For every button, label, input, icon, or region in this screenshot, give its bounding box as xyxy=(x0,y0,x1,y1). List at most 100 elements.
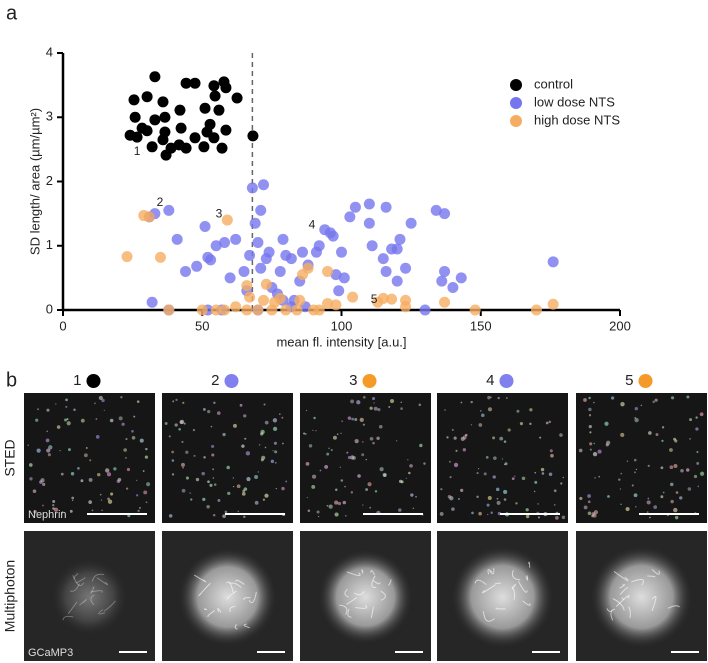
point xyxy=(380,265,392,277)
image-speck xyxy=(562,476,565,479)
image-speck xyxy=(46,430,49,433)
capillary xyxy=(651,568,660,575)
image-speck xyxy=(503,489,508,495)
image-speck xyxy=(525,514,530,519)
capillary xyxy=(234,624,238,630)
image-speck xyxy=(85,447,88,449)
capillary xyxy=(522,600,531,606)
image-speck xyxy=(354,418,358,421)
image-speck xyxy=(525,508,529,512)
image-speck xyxy=(61,511,64,514)
image-speck xyxy=(376,436,380,441)
image-speck xyxy=(649,516,651,519)
image-speck xyxy=(145,447,148,451)
image-speck xyxy=(330,448,333,452)
capillary xyxy=(371,575,377,588)
image-speck xyxy=(675,491,679,494)
capillary xyxy=(90,594,95,606)
image-speck xyxy=(537,516,541,519)
image-speck xyxy=(660,495,664,499)
image-speck xyxy=(356,400,361,405)
image-speck xyxy=(548,472,553,477)
image-speck xyxy=(589,442,593,446)
image-speck xyxy=(620,503,622,506)
image-speck xyxy=(174,423,178,427)
image-speck xyxy=(311,484,316,489)
legend-marker xyxy=(510,97,522,109)
image-speck xyxy=(107,499,113,504)
image-speck xyxy=(662,491,665,494)
image-speck xyxy=(189,492,191,494)
image-speck xyxy=(144,455,149,459)
capillary xyxy=(339,604,348,615)
image-speck xyxy=(345,515,347,517)
point xyxy=(149,71,161,83)
capillary xyxy=(482,611,495,622)
point xyxy=(338,272,350,284)
point xyxy=(294,294,306,306)
image-speck xyxy=(175,398,178,402)
image-speck xyxy=(183,422,186,425)
image-speck xyxy=(587,494,591,498)
image-speck xyxy=(116,479,121,484)
capillary xyxy=(103,600,116,612)
image-speck xyxy=(400,407,403,410)
point xyxy=(128,94,140,106)
point xyxy=(210,240,222,252)
point xyxy=(201,126,213,138)
point xyxy=(430,204,442,216)
image-speck xyxy=(319,469,322,472)
image-speck xyxy=(444,409,446,411)
point xyxy=(247,130,259,142)
image-speck xyxy=(534,471,537,474)
image-speck xyxy=(254,475,259,480)
capillary xyxy=(495,607,506,610)
point xyxy=(260,278,272,290)
image-speck xyxy=(490,511,493,515)
point xyxy=(199,220,211,232)
column-marker xyxy=(638,374,653,388)
image-speck xyxy=(313,416,316,420)
image-speck xyxy=(457,497,460,501)
capillary xyxy=(73,573,79,580)
image-speck xyxy=(587,500,591,504)
capillary xyxy=(387,579,392,586)
glomerulus xyxy=(450,545,555,649)
image-speck xyxy=(334,512,339,517)
capillary xyxy=(482,584,496,594)
image-speck xyxy=(451,507,455,511)
point xyxy=(363,217,375,229)
image-speck xyxy=(59,450,61,452)
image-speck xyxy=(365,458,368,461)
image-speck xyxy=(640,404,643,407)
image-speck xyxy=(29,477,33,481)
capillary xyxy=(226,590,237,600)
image-speck xyxy=(206,505,210,509)
image-speck xyxy=(478,423,483,427)
point xyxy=(216,142,228,154)
image-speck xyxy=(179,420,184,425)
image-speck xyxy=(347,455,352,460)
capillary xyxy=(90,586,95,594)
capillary xyxy=(612,598,625,611)
point xyxy=(224,272,236,284)
image-speck xyxy=(83,453,88,458)
image-speck xyxy=(634,471,636,474)
image-speck xyxy=(28,463,33,467)
image-speck xyxy=(232,485,235,488)
image-speck xyxy=(412,507,415,510)
image-speck xyxy=(125,437,128,441)
image-speck xyxy=(89,459,92,462)
y-tick-label: 0 xyxy=(46,301,53,316)
image-speck xyxy=(131,429,134,433)
point xyxy=(263,246,275,258)
point xyxy=(277,233,289,245)
image-speck xyxy=(136,479,138,482)
x-tick-label: 100 xyxy=(331,318,353,333)
image-speck xyxy=(594,477,596,479)
image-speck xyxy=(592,451,598,457)
capillary xyxy=(474,579,487,586)
image-speck xyxy=(126,487,129,490)
annotation: 3 xyxy=(216,206,223,220)
point xyxy=(180,265,192,277)
